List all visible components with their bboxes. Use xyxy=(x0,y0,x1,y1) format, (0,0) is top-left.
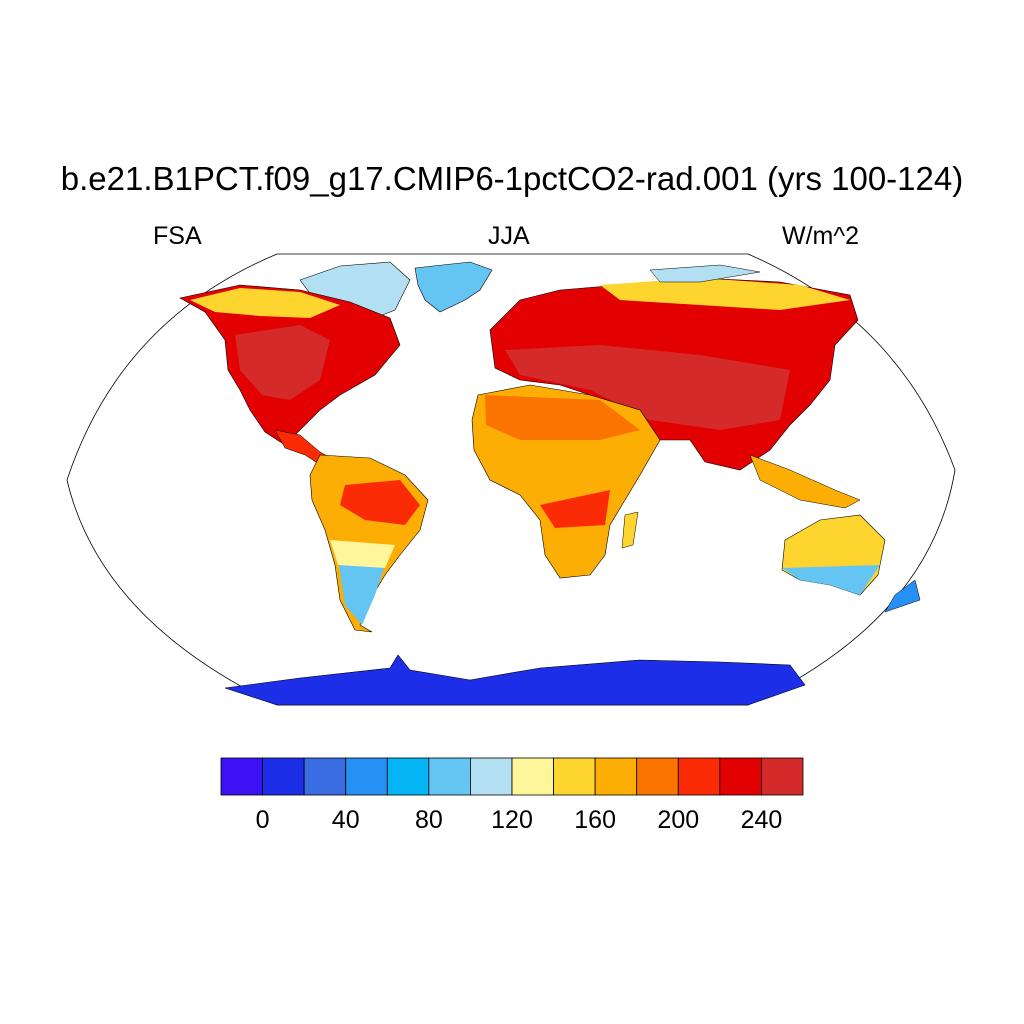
region-sa-south xyxy=(338,560,385,625)
field-label: FSA xyxy=(153,222,202,250)
colorbar-tick-label: 160 xyxy=(574,806,616,834)
colorbar-swatch xyxy=(636,757,679,796)
colorbar-tick-label: 40 xyxy=(332,806,360,834)
region-arctic-coast xyxy=(649,264,761,283)
landmass-se-asia xyxy=(749,454,861,509)
colorbar-swatch xyxy=(303,757,347,796)
colorbar-swatch xyxy=(220,757,263,796)
region-siberia xyxy=(600,278,850,310)
landmass-antarctica xyxy=(224,654,806,706)
colorbar-swatch xyxy=(594,757,638,796)
colorbar-swatch xyxy=(386,757,430,796)
colorbar-swatch xyxy=(511,757,554,796)
region-eurasia-hot xyxy=(505,345,790,430)
colorbar-swatch xyxy=(345,757,388,796)
plot-title: b.e21.B1PCT.f09_g17.CMIP6-1pctCO2-rad.00… xyxy=(60,160,964,197)
colorbar-swatch xyxy=(470,757,513,796)
colorbar-tick-label: 200 xyxy=(657,806,699,834)
region-na-north xyxy=(190,288,340,318)
season-label: JJA xyxy=(488,222,530,250)
colorbar-swatch xyxy=(428,757,471,796)
colorbar-swatch xyxy=(553,757,596,796)
region-sa-hot xyxy=(340,480,420,525)
region-africa-central xyxy=(540,490,610,528)
colorbar-tick-label: 80 xyxy=(415,806,443,834)
region-sa-mid xyxy=(330,540,395,568)
colorbar-swatch xyxy=(677,757,721,796)
landmass-greenland xyxy=(414,261,493,313)
landmass-new-zealand xyxy=(884,579,921,613)
region-africa-hot xyxy=(485,395,640,440)
colorbar-tick-label: 240 xyxy=(741,806,783,834)
units-label: W/m^2 xyxy=(782,222,860,250)
colorbar-swatch xyxy=(262,757,305,796)
region-na-hot xyxy=(235,325,330,400)
region-aus-south xyxy=(782,565,880,595)
colorbar-swatch xyxy=(761,757,804,796)
colorbar-tick-label: 0 xyxy=(256,806,270,834)
colorbar-tick-label: 120 xyxy=(491,806,533,834)
colorbar-swatch xyxy=(719,757,762,796)
landmass-madagascar xyxy=(621,511,639,549)
